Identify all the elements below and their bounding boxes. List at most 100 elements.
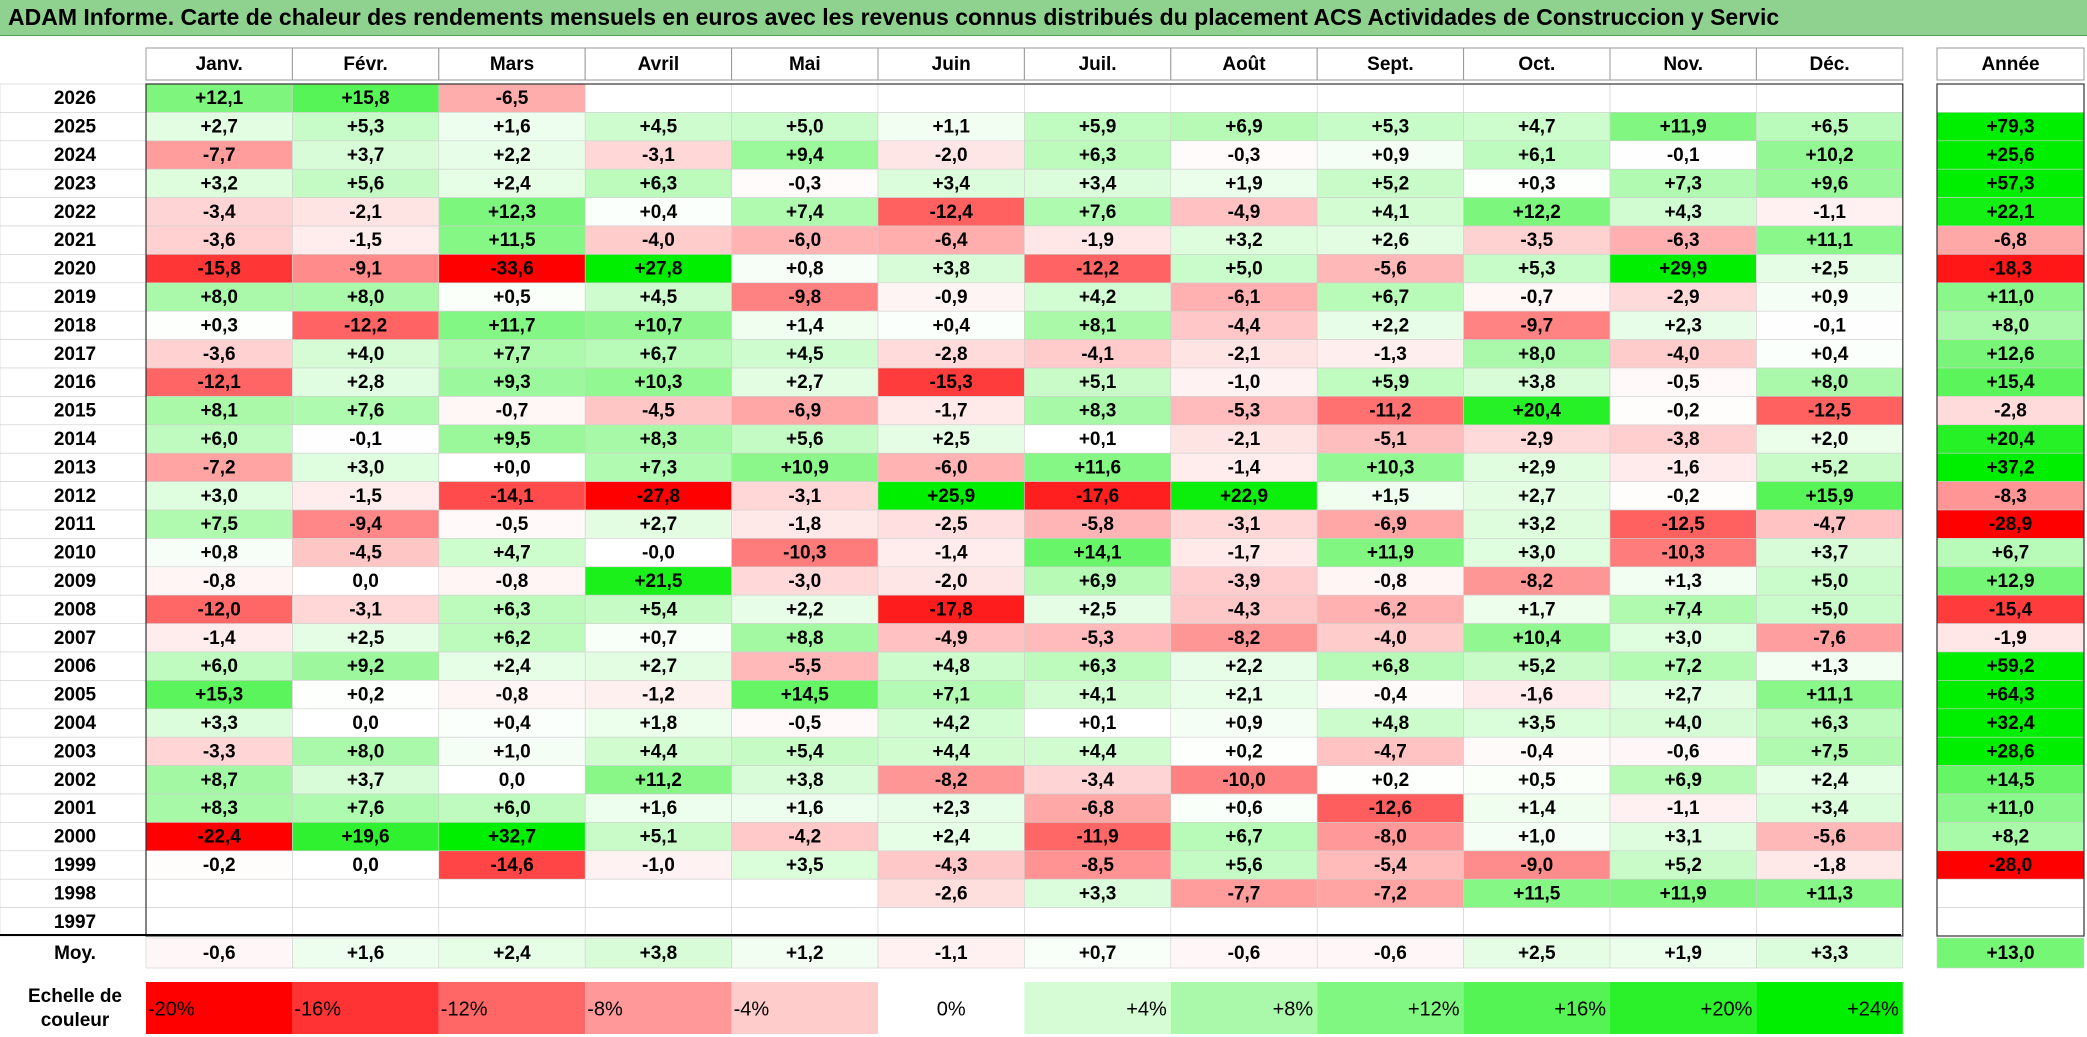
heatmap-cell	[1756, 736, 1904, 766]
heatmap-cell-value: -4,3	[935, 855, 968, 876]
heatmap-cell-value: +2,0	[1811, 429, 1849, 450]
heatmap-cell-value: +9,4	[786, 145, 824, 166]
year-label: 2017	[54, 344, 96, 365]
heatmap-cell	[731, 708, 879, 738]
heatmap-cell-value: +3,1	[1664, 827, 1702, 848]
scale-swatch	[878, 982, 1025, 1034]
month-header-cell	[438, 47, 586, 81]
heatmap-cell	[1316, 822, 1464, 852]
annual-cell	[1936, 83, 2085, 113]
year-label: 2022	[54, 202, 96, 223]
heatmap-cell-value: -0,8	[203, 571, 236, 592]
scale-swatch	[438, 982, 586, 1034]
month-header: Mai	[789, 54, 821, 75]
avg-cell	[1316, 937, 1464, 969]
avg-label-cell	[0, 938, 146, 968]
heatmap-cell-value: +1,6	[640, 798, 678, 819]
heatmap-cell-value: -0,6	[1667, 741, 1700, 762]
heatmap-cell-value: +4,4	[932, 741, 970, 762]
heatmap-cell-value: +5,9	[1079, 117, 1117, 138]
heatmap-cell	[438, 878, 586, 908]
heatmap-cell-value: +9,5	[493, 429, 531, 450]
heatmap-cell	[145, 112, 293, 142]
year-label-cell	[0, 736, 147, 766]
heatmap-cell-value: +0,9	[1372, 145, 1410, 166]
year-label: 2019	[54, 287, 96, 308]
month-header: Mars	[490, 54, 534, 75]
heatmap-cell	[1316, 282, 1464, 312]
heatmap-cell-value: -12,5	[1808, 401, 1852, 422]
heatmap-cell-value: -6,3	[1667, 230, 1700, 251]
heatmap-cell	[1609, 850, 1757, 880]
heatmap-cell-value: +8,0	[200, 287, 238, 308]
heatmap-cell	[1170, 878, 1318, 908]
annual-cell-value: +11,0	[1987, 287, 2034, 308]
heatmap-cell-value: -6,4	[935, 230, 968, 251]
heatmap-cell	[1170, 254, 1318, 284]
heatmap-cell-value: +4,5	[640, 287, 678, 308]
heatmap-cell-value: -2,8	[935, 344, 968, 365]
avg-cell	[1756, 937, 1904, 969]
heatmap-cell	[877, 708, 1025, 738]
heatmap-cell	[292, 339, 440, 369]
heatmap-cell-value: +0,2	[1372, 770, 1410, 791]
heatmap-cell-value: -2,9	[1667, 287, 1700, 308]
year-label: 2021	[54, 230, 97, 251]
heatmap-cell-value: +6,0	[200, 429, 238, 450]
heatmap-cell-value: +8,3	[1079, 401, 1117, 422]
heatmap-cell-value: -4,1	[1081, 344, 1114, 365]
heatmap-cell	[731, 736, 879, 766]
heatmap-cell	[1024, 680, 1172, 710]
heatmap-cell-value: -0,7	[1520, 287, 1553, 308]
heatmap-cell	[438, 168, 586, 198]
heatmap-cell-value: +10,2	[1806, 145, 1854, 166]
month-header: Sept.	[1367, 54, 1413, 75]
heatmap-cell	[877, 878, 1025, 908]
scale-swatch	[1024, 982, 1171, 1034]
year-label: 2026	[54, 88, 96, 109]
heatmap-cell	[292, 168, 440, 198]
heatmap-cell-value: +0,8	[786, 259, 824, 280]
heatmap-cell	[1756, 594, 1904, 624]
heatmap-cell-value: +0,5	[493, 287, 531, 308]
heatmap-cell-value: -2,0	[935, 145, 968, 166]
heatmap-cell	[1756, 282, 1904, 312]
heatmap-cell-value: +8,3	[640, 429, 678, 450]
heatmap-cell	[292, 254, 440, 284]
heatmap-cell-value: -6,9	[788, 401, 821, 422]
heatmap-cell	[1463, 112, 1611, 142]
heatmap-cell	[1609, 112, 1757, 142]
heatmap-cell	[1463, 424, 1611, 454]
scale-swatch	[1610, 982, 1757, 1034]
heatmap-cell-value: -3,3	[203, 741, 236, 762]
heatmap-cell	[1463, 481, 1611, 511]
scale-swatch	[1170, 982, 1318, 1034]
heatmap-cell	[1170, 793, 1318, 823]
heatmap-cell	[1463, 680, 1611, 710]
year-label: 1999	[54, 855, 96, 876]
heatmap-cell-value: +5,4	[640, 599, 678, 620]
heatmap-cell	[1024, 850, 1172, 880]
heatmap-cell	[1463, 367, 1611, 397]
heatmap-cell	[584, 594, 732, 624]
heatmap-cell	[877, 367, 1025, 397]
heatmap-cell	[1024, 878, 1172, 908]
heatmap-cell-value: +6,3	[493, 599, 531, 620]
heatmap-cell	[1463, 651, 1611, 681]
heatmap-cell-value: +11,3	[1806, 883, 1853, 904]
heatmap-cell	[1316, 452, 1464, 482]
heatmap-cell-value: +11,7	[488, 315, 535, 336]
heatmap-cell-value: +0,1	[1079, 713, 1117, 734]
heatmap-cell	[145, 452, 293, 482]
annual-cell	[1936, 282, 2085, 312]
heatmap-cell	[1024, 225, 1172, 255]
heatmap-cell-value: -0,9	[935, 287, 968, 308]
month-header-cell	[1609, 47, 1757, 81]
heatmap-cell-value: 0,0	[352, 855, 378, 876]
heatmap-cell	[584, 112, 732, 142]
heatmap-cell-value: +6,5	[1811, 117, 1849, 138]
heatmap-cell-value: +5,2	[1518, 656, 1556, 677]
year-label: 2024	[54, 145, 97, 166]
heatmap-cell	[145, 793, 293, 823]
heatmap-cell-value: +2,7	[1518, 486, 1556, 507]
